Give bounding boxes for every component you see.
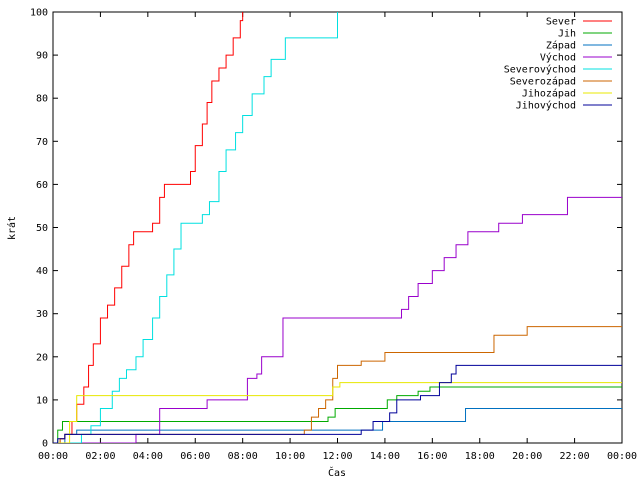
- x-tick-label: 16:00: [417, 451, 447, 462]
- legend-label: Severozápad: [510, 76, 576, 88]
- legend-label: Východ: [540, 52, 576, 64]
- y-axis-title: krát: [6, 216, 18, 240]
- y-tick-label: 50: [36, 223, 48, 234]
- x-tick-label: 22:00: [560, 451, 590, 462]
- y-tick-label: 70: [36, 137, 48, 148]
- legend-label: Jihozápad: [522, 88, 576, 100]
- y-tick-label: 100: [30, 8, 48, 19]
- axis-ticks: 0 10 20 30 40 50 60 70 80 90 100 00:00 02:00 04:00 06:…: [30, 8, 637, 463]
- series-line-6: [53, 382, 622, 443]
- series-line-4: [53, 12, 338, 443]
- series-line-1: [53, 386, 622, 443]
- legend-label: Sever: [546, 17, 576, 28]
- y-tick-label: 30: [36, 309, 48, 320]
- x-tick-label: 04:00: [133, 451, 163, 462]
- y-tick-label: 90: [36, 51, 48, 62]
- legend-label: Jihovýchod: [516, 100, 576, 112]
- legend-label: Západ: [546, 40, 576, 52]
- x-tick-label: 14:00: [370, 451, 400, 462]
- legend-label: Jih: [558, 29, 576, 40]
- x-tick-label: 02:00: [85, 451, 115, 462]
- series-line-3: [53, 196, 622, 443]
- legend: SeverJihZápadVýchodSeverovýchodSeverozáp…: [504, 17, 612, 112]
- series-line-0: [53, 12, 244, 443]
- y-tick-label: 20: [36, 352, 48, 363]
- series-line-7: [53, 364, 622, 443]
- y-tick-label: 0: [42, 439, 48, 450]
- y-tick-label: 40: [36, 266, 48, 277]
- y-tick-label: 60: [36, 180, 48, 191]
- x-tick-label: 06:00: [180, 451, 210, 462]
- series-line-2: [53, 408, 622, 443]
- x-axis-title: Čas: [328, 466, 346, 479]
- legend-label: Severovýchod: [504, 64, 576, 76]
- x-tick-label: 08:00: [228, 451, 258, 462]
- x-tick-label: 00:00: [607, 451, 637, 462]
- y-tick-label: 80: [36, 94, 48, 105]
- x-tick-label: 10:00: [275, 451, 305, 462]
- y-tick-label: 10: [36, 395, 48, 406]
- x-tick-label: 00:00: [38, 451, 68, 462]
- series-line-5: [53, 326, 622, 443]
- x-tick-label: 20:00: [512, 451, 542, 462]
- x-tick-label: 12:00: [322, 451, 352, 462]
- x-tick-label: 18:00: [465, 451, 495, 462]
- series-lines: [53, 12, 622, 443]
